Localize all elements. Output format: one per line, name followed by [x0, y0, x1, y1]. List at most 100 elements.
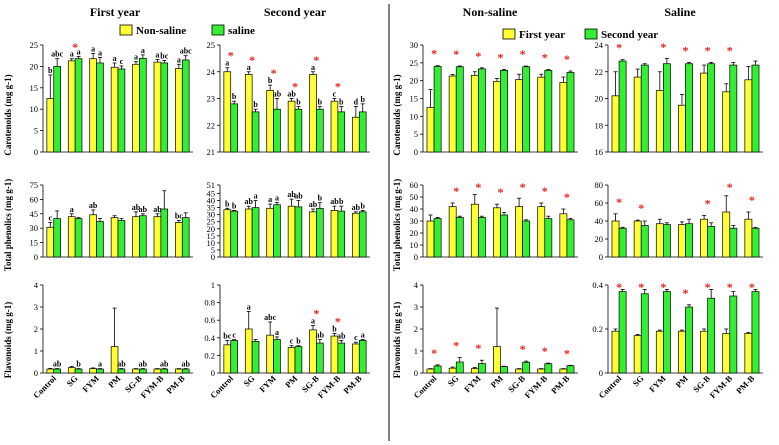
x-tick-label: FYM-B — [139, 373, 166, 400]
y-tick-label: 4 — [414, 280, 419, 290]
x-tick-label: FYM-B — [522, 373, 549, 400]
bar — [67, 367, 76, 374]
bar — [537, 206, 546, 258]
sig-star: * — [475, 180, 481, 194]
bar — [618, 60, 627, 153]
bar — [722, 333, 731, 374]
sig-letter: b — [296, 337, 301, 346]
sig-letter: b — [318, 194, 323, 203]
bar — [426, 107, 435, 153]
bar — [707, 297, 716, 374]
sig-letter: b — [232, 92, 237, 101]
sig-letter: b — [48, 66, 53, 75]
bar — [330, 210, 339, 258]
sig-letter: b — [76, 360, 81, 369]
bar — [132, 368, 140, 374]
y-tick-label: 15 — [207, 231, 216, 241]
x-tick-label: PM-B — [341, 373, 364, 396]
bar — [544, 218, 553, 258]
y-tick-label: 20 — [410, 228, 419, 238]
header-first-year: First year — [90, 5, 141, 19]
y-tick-label: 24 — [595, 40, 604, 50]
bar — [566, 219, 575, 258]
bar — [655, 90, 664, 153]
bar — [678, 104, 686, 153]
sig-star: * — [564, 52, 570, 66]
sig-star: * — [271, 66, 277, 80]
sig-star: * — [564, 346, 570, 360]
y-tick-label: 25 — [207, 40, 216, 50]
bar — [89, 368, 97, 374]
sig-star: * — [475, 341, 481, 355]
bar — [566, 365, 575, 374]
sig-star: * — [542, 51, 548, 65]
sig-letter: ab — [181, 360, 190, 369]
sig-letter: a — [247, 63, 251, 72]
sig-letter: a — [275, 328, 279, 337]
bar — [663, 291, 671, 374]
bar — [455, 217, 464, 258]
bar — [433, 66, 442, 153]
bar — [515, 79, 523, 153]
bar — [685, 223, 693, 258]
bar — [537, 76, 546, 153]
bar — [500, 214, 508, 258]
x-tick-label: FYM — [257, 373, 278, 394]
y-tick-label: 50 — [410, 192, 419, 202]
bar — [160, 62, 169, 153]
header-second-year: Second year — [264, 5, 327, 19]
row-label-carotenoids-right: Carotenoids (mg g-1) — [392, 74, 402, 155]
y-tick-label: 2 — [414, 324, 418, 334]
y-tick-label: 40 — [207, 196, 216, 206]
y-tick-label: 0 — [599, 368, 603, 378]
bar — [287, 347, 296, 374]
bar — [744, 333, 753, 374]
bar — [230, 103, 238, 153]
y-tick-label: 18 — [595, 120, 604, 130]
sig-letter: c — [290, 337, 294, 346]
bar — [287, 205, 296, 258]
bar — [640, 293, 649, 374]
bar — [74, 218, 83, 258]
bar — [160, 368, 169, 374]
bar — [352, 343, 360, 374]
chart-c23: 0 10 20 30 40 50 60 * * * * * * — [410, 180, 578, 262]
bar — [74, 368, 83, 374]
y-tick-label: 10 — [30, 104, 39, 114]
legend-swatch-non-saline — [119, 24, 133, 36]
x-tick-label: PM — [488, 373, 504, 389]
sig-star: * — [564, 190, 570, 204]
sig-letter: a — [268, 195, 272, 204]
sig-star: * — [727, 180, 733, 194]
sig-letter: ab — [139, 205, 148, 214]
y-tick-label: 0 — [211, 368, 215, 378]
bar — [655, 223, 664, 258]
sig-letter: a — [311, 63, 315, 72]
x-tick-label: FYM-B — [707, 373, 734, 400]
bar — [618, 291, 627, 374]
sig-letter: c — [120, 57, 124, 66]
y-tick-label: 4 — [34, 280, 39, 290]
bar — [251, 111, 260, 153]
bar — [96, 221, 104, 258]
y-tick-label: 5 — [34, 126, 38, 136]
sig-star: * — [335, 314, 341, 328]
bar — [337, 111, 346, 153]
sig-letter: ab — [330, 197, 339, 206]
y-tick-label: 3 — [414, 302, 418, 312]
sig-star: * — [498, 185, 504, 199]
sig-letter: ab — [273, 90, 282, 99]
y-tick-label: 0 — [414, 368, 418, 378]
x-tick-label: PM-B — [549, 373, 572, 396]
x-tick-label: FYM-B — [316, 373, 343, 400]
bar — [478, 363, 486, 374]
bar — [175, 222, 183, 258]
x-tick-label: SG — [241, 373, 256, 388]
legend-label-second-year: Second year — [601, 29, 658, 41]
sig-letter: c — [333, 90, 337, 99]
sig-letter: ab — [117, 360, 126, 369]
y-tick-label: 15 — [30, 83, 39, 93]
legend-label-saline: saline — [228, 25, 255, 37]
